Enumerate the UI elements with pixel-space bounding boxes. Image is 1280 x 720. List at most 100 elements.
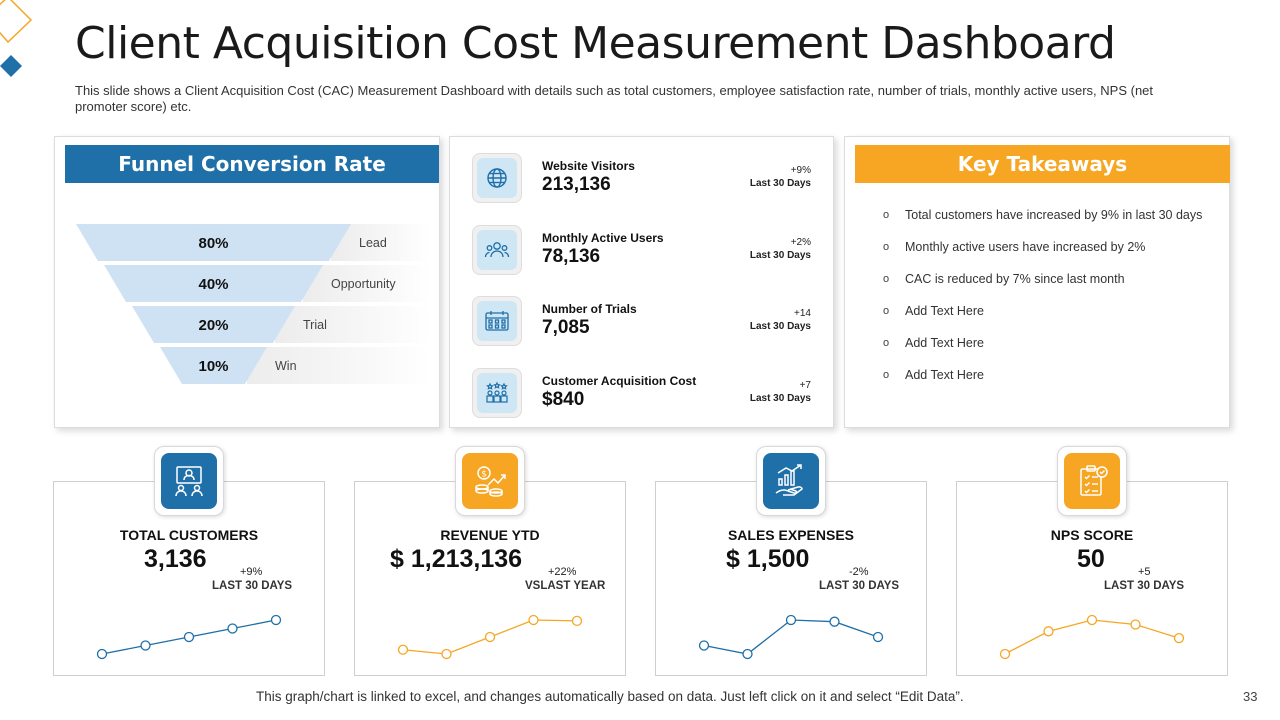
revenue-icon: $ xyxy=(455,446,525,516)
sparkline-point xyxy=(872,631,884,643)
takeaway-item: o Add Text Here xyxy=(883,304,984,318)
sparkline-point xyxy=(1130,619,1141,630)
takeaway-item: o Total customers have increased by 9% in… xyxy=(883,208,1203,222)
funnel-label: Trial xyxy=(303,318,327,332)
metric-period: Last 30 Days xyxy=(749,393,811,404)
funnel-label: Lead xyxy=(359,236,387,250)
funnel-percent: 20% xyxy=(198,317,228,334)
sparkline-point xyxy=(528,614,539,626)
sparkline-point xyxy=(227,623,238,634)
customers-icon xyxy=(154,446,224,516)
kpi-title: SALES EXPENSES xyxy=(727,527,855,543)
metric-period: Last 30 Days xyxy=(749,178,811,189)
metric-label: Monthly Active Users xyxy=(542,231,664,245)
sparkline-point xyxy=(829,616,840,627)
funnel-percent: 40% xyxy=(198,276,228,293)
takeaways-title: Key Takeaways xyxy=(855,145,1230,183)
kpi-title: TOTAL CUSTOMERS xyxy=(119,527,259,543)
bullet-icon: o xyxy=(883,369,890,381)
funnel-card: Funnel Conversion Rate 80% Lead 40% Opportu… xyxy=(54,136,440,428)
funnel-band xyxy=(303,265,431,302)
sparkline-point xyxy=(1086,614,1098,626)
metric-change: +7 xyxy=(799,380,811,391)
sparkline-point xyxy=(183,631,195,643)
metric-label: Customer Acquisition Cost xyxy=(542,374,697,388)
funnel-label: Opportunity xyxy=(331,277,396,291)
takeaway-item: o Add Text Here xyxy=(883,336,984,350)
sparkline-point xyxy=(484,631,496,643)
page-subtitle: This slide shows a Client Acquisition Co… xyxy=(75,83,1154,114)
sales-expenses-icon xyxy=(756,446,826,516)
metric-website-visitors: Website Visitors 213,136 +9% Last 30 Day… xyxy=(450,147,835,207)
sparkline-point xyxy=(397,644,409,655)
funnel-percent: 10% xyxy=(198,358,228,375)
kpi-period: LAST 30 DAYS xyxy=(819,580,900,592)
funnel-stage xyxy=(160,347,267,384)
metric-label: Website Visitors xyxy=(542,159,635,173)
kpi-sparkline xyxy=(96,614,282,660)
funnel-percent: 80% xyxy=(198,235,228,252)
corner-decoration xyxy=(0,0,33,77)
metric-label: Number of Trials xyxy=(542,302,637,316)
funnel-band xyxy=(275,306,431,343)
bullet-icon: o xyxy=(883,241,890,253)
sparkline-point xyxy=(1173,632,1185,644)
kpi-change: +22% xyxy=(548,566,577,578)
metric-change: +2% xyxy=(790,237,811,248)
funnel-stage xyxy=(76,224,351,261)
metric-customer-acquisition-cost: Customer Acquisition Cost $840 +7 Last 3… xyxy=(450,362,835,422)
funnel-chart: 80% Lead 40% Opportunity 20% Trial 10% Win xyxy=(76,224,431,384)
sparkline-point xyxy=(270,614,282,626)
funnel-band xyxy=(247,347,431,384)
kpi-change: +9% xyxy=(240,566,263,578)
kpi-period: LAST 30 DAYS xyxy=(1104,580,1185,592)
sparkline-point xyxy=(441,648,452,660)
funnel-band xyxy=(331,224,431,261)
takeaways-list: o Total customers have increased by 9% in… xyxy=(883,207,1203,399)
page-title: Client Acquisition Cost Measurement Dash… xyxy=(75,18,1116,69)
sparkline-point xyxy=(571,615,583,626)
kpi-sparkline xyxy=(397,614,583,660)
kpi-value: 50 xyxy=(1077,545,1105,573)
kpi-change: -2% xyxy=(849,566,869,578)
metric-period: Last 30 Days xyxy=(749,321,811,332)
metric-value: 7,085 xyxy=(542,317,590,338)
kpi-sparkline xyxy=(698,614,884,660)
kpi-value: $ 1,213,136 xyxy=(390,545,523,573)
svg-text:$: $ xyxy=(481,470,487,480)
globe-icon xyxy=(472,153,522,203)
kpi-nps-score: NPS SCORE 50 +5 LAST 30 DAYS xyxy=(956,481,1228,676)
kpi-sparkline xyxy=(999,614,1185,660)
calendar-icon xyxy=(472,296,522,346)
sparkline-point xyxy=(1043,626,1054,637)
metrics-card: Website Visitors 213,136 +9% Last 30 Day… xyxy=(449,136,834,428)
funnel-stage xyxy=(132,306,295,343)
bullet-icon: o xyxy=(883,337,890,349)
takeaway-item: o CAC is reduced by 7% since last month xyxy=(883,272,1125,286)
sparkline-point xyxy=(999,648,1011,660)
sparkline-point xyxy=(140,640,151,651)
kpi-title: REVENUE YTD xyxy=(440,527,540,543)
users-icon xyxy=(472,225,522,275)
award-team-icon xyxy=(472,368,522,418)
footer-note: This graph/chart is linked to excel, and… xyxy=(256,689,964,704)
sparkline-point xyxy=(698,640,710,651)
kpi-value: $ 1,500 xyxy=(726,545,810,573)
bullet-icon: o xyxy=(883,305,890,317)
metric-value: 78,136 xyxy=(542,246,601,267)
nps-score-icon xyxy=(1057,446,1127,516)
metric-value: $840 xyxy=(542,389,585,410)
page-number: 33 xyxy=(1243,689,1258,704)
takeaways-card: Key Takeaways o Total customers have incr… xyxy=(844,136,1230,428)
metric-period: Last 30 Days xyxy=(749,250,811,261)
bullet-icon: o xyxy=(883,209,890,221)
sparkline-point xyxy=(742,648,753,660)
kpi-title: NPS SCORE xyxy=(1050,527,1134,543)
kpi-value: 3,136 xyxy=(144,545,207,573)
kpi-period: LAST 30 DAYS xyxy=(212,580,293,592)
funnel-label: Win xyxy=(275,359,297,373)
takeaway-item: o Add Text Here xyxy=(883,368,984,382)
metric-change: +9% xyxy=(790,165,811,176)
sparkline-point xyxy=(785,614,797,626)
metric-value: 213,136 xyxy=(542,174,611,195)
